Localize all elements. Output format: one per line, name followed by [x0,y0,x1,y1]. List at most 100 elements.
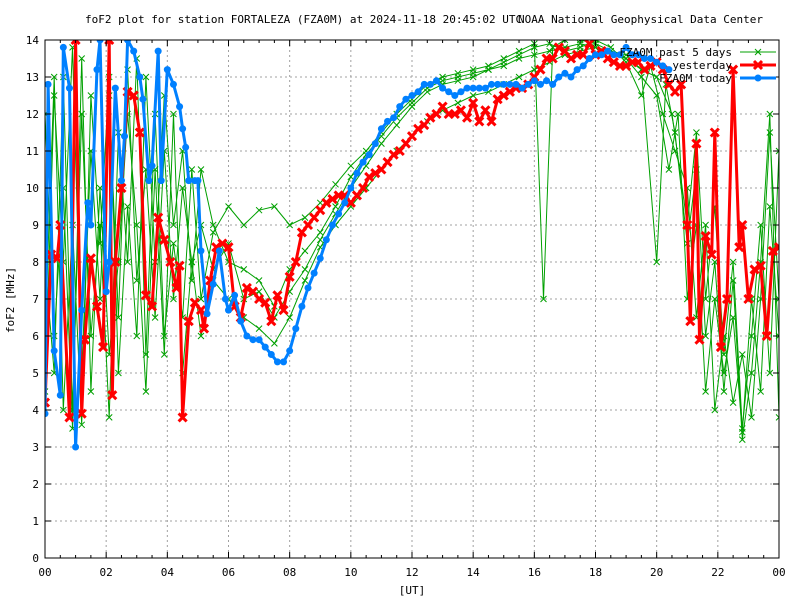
data-point [390,114,398,122]
data-point [64,412,75,423]
x-tick-label: 12 [405,566,418,579]
x-tick-label: 20 [650,566,663,579]
data-point [50,92,58,99]
data-point [720,388,728,395]
data-point [249,336,257,344]
data-point [767,245,778,256]
data-point [50,347,58,355]
data-point [638,73,645,81]
data-point [157,177,165,185]
data-point [176,103,184,111]
data-point [721,293,733,305]
data-point [130,47,138,55]
y-tick-label: 9 [32,219,39,232]
series-1 [45,40,779,423]
x-tick-label: 04 [161,566,175,579]
data-point [260,297,271,308]
data-point [56,391,64,399]
data-point [247,286,259,297]
data-point [78,306,86,314]
data-point [286,221,294,229]
data-point [402,95,410,103]
data-point [241,282,252,293]
data-point [165,256,176,268]
data-point [535,64,546,75]
data-point [290,256,301,268]
x-tick-label: 22 [711,566,724,579]
data-point [506,80,514,88]
data-point [341,199,349,207]
data-point [628,51,636,59]
data-point [437,101,448,112]
data-point [426,80,434,88]
data-point [663,79,674,90]
data-point [748,414,755,421]
data-point [91,301,103,312]
data-point [102,288,110,296]
data-point [455,105,466,116]
data-point [45,80,52,88]
data-point [117,177,125,185]
data-point [738,428,746,436]
data-point [711,295,719,303]
data-point [159,234,170,245]
data-point [702,221,709,229]
data-point [65,84,73,92]
data-point [547,53,558,64]
data-point [332,203,339,210]
data-point [347,184,355,192]
data-point [761,330,772,342]
y-tick-label: 12 [26,108,39,121]
data-point [87,388,95,395]
data-point [729,399,737,406]
x-tick-label: 10 [344,566,357,579]
data-point [124,258,131,266]
data-point [616,51,624,59]
legend-marker [754,74,762,82]
data-point [255,206,263,214]
data-point [332,180,339,188]
data-point [78,55,86,62]
data-point [621,60,632,71]
data-point [536,80,544,88]
data-point [271,340,278,347]
y-axis-label: foF2 [MHz] [4,267,17,333]
data-point [559,46,570,57]
data-point [286,314,294,321]
data-point [96,240,104,247]
data-point [540,295,547,303]
data-point [194,177,202,185]
data-point [133,332,141,340]
data-point [647,55,655,62]
data-point [561,69,569,77]
data-point [301,214,309,221]
data-point [755,260,766,271]
data-point [576,40,584,44]
data-point [315,205,326,216]
legend-label: FZA0M today [659,72,732,85]
data-point [461,112,473,123]
data-point [255,336,263,344]
data-point [321,197,332,208]
data-point [766,369,774,377]
data-point [96,40,104,44]
data-point [78,421,86,429]
data-point [766,110,774,118]
data-point [107,390,118,401]
data-point [215,247,223,255]
data-point [140,290,151,301]
data-point [592,51,599,59]
data-point [408,99,416,107]
data-point [87,221,95,229]
data-point [413,123,424,134]
data-point [659,62,667,70]
data-point [76,408,87,419]
data-point [240,266,248,273]
data-point [500,80,508,88]
data-point [298,302,306,310]
data-point [197,295,205,303]
data-point [388,149,399,160]
x-tick-label: 06 [222,566,235,579]
data-point [700,231,711,242]
